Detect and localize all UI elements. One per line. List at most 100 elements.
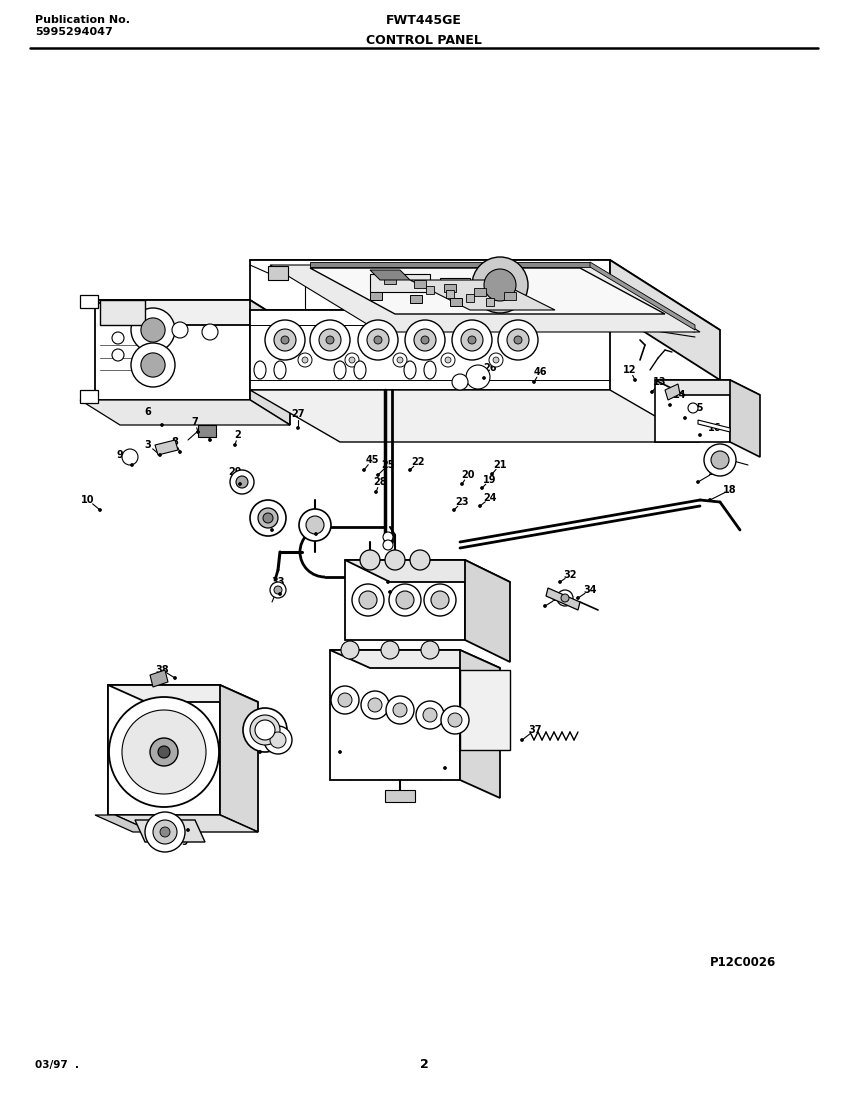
Circle shape	[393, 703, 407, 717]
Circle shape	[431, 591, 449, 609]
Circle shape	[561, 594, 569, 602]
Circle shape	[112, 349, 124, 361]
Circle shape	[386, 696, 414, 724]
Circle shape	[699, 433, 701, 437]
Circle shape	[708, 498, 711, 502]
Circle shape	[131, 308, 175, 352]
Circle shape	[377, 473, 380, 476]
Circle shape	[424, 584, 456, 616]
Text: 18: 18	[723, 485, 737, 495]
Circle shape	[141, 353, 165, 377]
Text: 15: 15	[691, 403, 705, 412]
Text: 12: 12	[623, 365, 637, 375]
Circle shape	[452, 374, 468, 390]
Circle shape	[153, 820, 177, 844]
Circle shape	[577, 596, 579, 600]
Circle shape	[466, 365, 490, 389]
Polygon shape	[340, 270, 650, 310]
Polygon shape	[250, 310, 610, 390]
Text: 30: 30	[261, 513, 275, 522]
Bar	[504, 292, 516, 300]
Circle shape	[109, 697, 219, 807]
Ellipse shape	[274, 361, 286, 379]
Circle shape	[688, 403, 698, 412]
Circle shape	[112, 332, 124, 344]
Circle shape	[385, 550, 405, 570]
Circle shape	[306, 516, 324, 534]
Polygon shape	[655, 379, 760, 395]
Circle shape	[441, 706, 469, 734]
Circle shape	[481, 486, 483, 490]
Text: 31: 31	[311, 517, 325, 527]
Polygon shape	[250, 390, 700, 442]
Circle shape	[416, 701, 444, 729]
Bar	[486, 298, 494, 306]
Circle shape	[521, 738, 523, 741]
Text: 33: 33	[271, 578, 285, 587]
Text: 22: 22	[411, 456, 425, 468]
Circle shape	[410, 550, 430, 570]
Circle shape	[131, 463, 133, 466]
Circle shape	[557, 590, 573, 606]
Circle shape	[236, 476, 248, 488]
Ellipse shape	[354, 361, 366, 379]
Circle shape	[319, 329, 341, 351]
Circle shape	[197, 430, 199, 433]
Circle shape	[445, 358, 451, 363]
Polygon shape	[370, 270, 410, 280]
Circle shape	[389, 584, 421, 616]
Circle shape	[711, 451, 729, 469]
Text: 39: 39	[176, 837, 189, 847]
Text: 40: 40	[254, 735, 267, 745]
Circle shape	[423, 708, 437, 722]
Circle shape	[271, 528, 274, 531]
Circle shape	[489, 353, 503, 367]
Circle shape	[633, 378, 637, 382]
Text: 6: 6	[145, 407, 152, 417]
Bar	[444, 284, 456, 292]
Polygon shape	[310, 262, 590, 267]
Text: 29: 29	[228, 468, 242, 477]
Circle shape	[388, 591, 392, 594]
Polygon shape	[730, 379, 760, 456]
Text: 2: 2	[420, 1058, 428, 1071]
Circle shape	[310, 320, 350, 360]
Text: 25: 25	[382, 460, 395, 470]
Circle shape	[349, 358, 355, 363]
Circle shape	[302, 358, 308, 363]
Text: 41: 41	[338, 735, 352, 745]
Polygon shape	[108, 685, 258, 702]
Circle shape	[393, 353, 407, 367]
Bar	[410, 295, 422, 302]
Polygon shape	[135, 820, 205, 842]
Circle shape	[533, 381, 535, 384]
Circle shape	[265, 320, 305, 360]
Circle shape	[172, 322, 188, 338]
Circle shape	[683, 417, 687, 419]
Polygon shape	[345, 560, 465, 640]
Polygon shape	[95, 300, 250, 400]
Ellipse shape	[334, 361, 346, 379]
Circle shape	[150, 738, 178, 766]
Circle shape	[375, 491, 377, 494]
Circle shape	[122, 710, 206, 794]
Circle shape	[255, 720, 275, 740]
Circle shape	[359, 591, 377, 609]
Circle shape	[468, 336, 476, 344]
Circle shape	[159, 453, 161, 456]
Polygon shape	[155, 440, 178, 455]
Polygon shape	[465, 560, 510, 662]
Circle shape	[405, 320, 445, 360]
Circle shape	[421, 641, 439, 659]
Circle shape	[158, 746, 170, 758]
Circle shape	[358, 320, 398, 360]
Polygon shape	[590, 262, 695, 330]
Polygon shape	[460, 670, 510, 750]
Polygon shape	[250, 260, 720, 330]
Circle shape	[98, 508, 102, 512]
Text: 34: 34	[583, 585, 597, 595]
Circle shape	[281, 336, 289, 344]
Circle shape	[250, 715, 280, 745]
Bar	[446, 290, 454, 298]
Polygon shape	[330, 650, 460, 780]
